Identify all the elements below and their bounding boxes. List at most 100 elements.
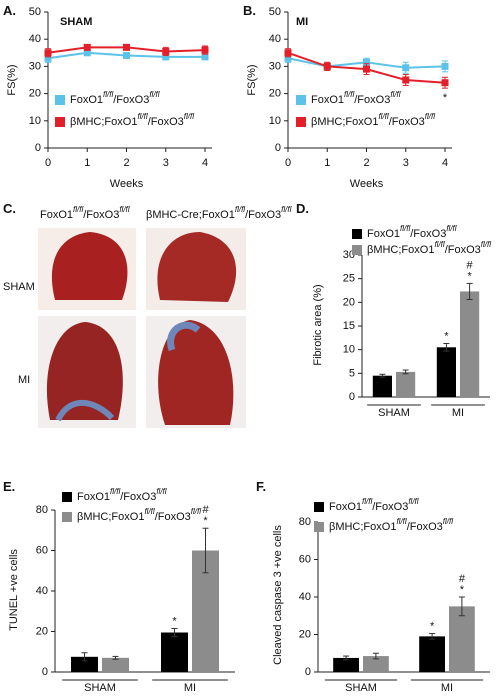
- point: [402, 64, 410, 72]
- annotation: *: [460, 584, 465, 596]
- scar-region: [55, 399, 115, 422]
- x-tick-label: 1: [84, 157, 90, 169]
- y-axis-label: FS(%): [6, 64, 18, 95]
- x-tick-label: SHAM: [84, 682, 116, 694]
- y-tick-label: 80: [36, 504, 48, 516]
- scar-region: [167, 321, 201, 352]
- y-tick-label: 60: [36, 544, 48, 556]
- legend-swatch: [352, 245, 362, 255]
- y-tick-label: 30: [29, 60, 41, 72]
- legend-label: FoxO1fl/fl/FoxO3fl/fl: [329, 497, 419, 513]
- x-tick-label: MI: [184, 682, 196, 694]
- y-tick-label: 20: [36, 625, 48, 637]
- point: [123, 52, 130, 60]
- y-tick-label: 30: [269, 60, 281, 72]
- y-tick-label: 80: [299, 516, 311, 528]
- annotation: *: [443, 92, 448, 104]
- x-tick-label: 2: [123, 157, 129, 169]
- x-axis-label: Weeks: [350, 178, 384, 190]
- x-tick-label: SHAM: [345, 682, 377, 694]
- y-tick-label: 15: [343, 320, 355, 332]
- annotation: #: [202, 504, 209, 516]
- point: [162, 47, 170, 55]
- point: [162, 53, 170, 61]
- point: [402, 76, 410, 84]
- panel-label: C.: [3, 201, 16, 216]
- y-tick-label: 60: [299, 553, 311, 565]
- legend-label: FoxO1fl/fl/FoxO3fl/fl: [70, 90, 160, 106]
- heart-section: [157, 232, 237, 302]
- y-tick-label: 5: [349, 367, 355, 379]
- y-tick-label: 20: [299, 628, 311, 640]
- bar: [102, 657, 129, 672]
- bar: [436, 347, 456, 397]
- legend-label: βMHC;FoxO1fl/fl/FoxO3fl/fl: [329, 517, 453, 533]
- point: [363, 58, 370, 66]
- x-tick-label: 0: [285, 157, 291, 169]
- y-tick-label: 30: [343, 249, 355, 261]
- heart-section: [158, 320, 234, 425]
- point: [83, 43, 91, 51]
- y-tick-label: 20: [29, 88, 41, 100]
- y-tick-label: 10: [29, 115, 41, 127]
- point: [201, 46, 209, 54]
- bar: [161, 632, 188, 672]
- legend-swatch: [314, 522, 324, 532]
- legend-swatch: [62, 492, 72, 502]
- legend-swatch: [296, 95, 306, 105]
- bar: [460, 291, 480, 397]
- y-tick-label: 0: [305, 666, 311, 678]
- bar: [449, 606, 475, 672]
- legend-swatch: [55, 117, 65, 127]
- annotation: *: [444, 330, 449, 342]
- y-axis-label: TUNEL +ve cells: [8, 549, 20, 631]
- y-tick-label: 50: [29, 6, 41, 18]
- point: [441, 62, 449, 70]
- legend-label: FoxO1fl/fl/FoxO3fl/fl: [311, 90, 401, 106]
- annotation: #: [467, 259, 474, 271]
- x-tick-label: 0: [45, 157, 51, 169]
- chart-title: MI: [296, 16, 308, 28]
- row-label: SHAM: [3, 281, 35, 293]
- x-tick-label: SHAM: [378, 407, 410, 419]
- legend-label: βMHC;FoxO1fl/fl/FoxO3fl/fl: [70, 112, 194, 128]
- annotation: #: [459, 573, 466, 585]
- y-tick-label: 40: [299, 591, 311, 603]
- legend-swatch: [352, 229, 362, 239]
- y-tick-label: 0: [349, 391, 355, 403]
- x-tick-label: 1: [324, 157, 330, 169]
- legend-swatch: [314, 502, 324, 512]
- annotation: *: [172, 615, 177, 627]
- x-tick-label: 4: [442, 157, 448, 169]
- point: [441, 79, 449, 87]
- y-tick-label: 50: [269, 6, 281, 18]
- y-axis-label: FS(%): [246, 64, 258, 95]
- column-header: FoxO1fl/fl/FoxO3fl/fl: [40, 205, 130, 221]
- y-tick-label: 10: [343, 344, 355, 356]
- x-tick-label: MI: [452, 407, 464, 419]
- legend-swatch: [62, 512, 72, 522]
- y-tick-label: 0: [35, 142, 41, 154]
- row-label: MI: [18, 374, 30, 386]
- x-tick-label: 3: [163, 157, 169, 169]
- bar: [372, 375, 392, 397]
- panel-label: D.: [296, 201, 309, 216]
- panel-label: B.: [243, 3, 256, 18]
- bar: [419, 636, 445, 672]
- y-tick-label: 40: [36, 585, 48, 597]
- x-tick-label: MI: [441, 682, 453, 694]
- x-tick-label: 4: [202, 157, 208, 169]
- legend-label: βMHC;FoxO1fl/fl/FoxO3fl/fl: [311, 112, 435, 128]
- y-tick-label: 0: [275, 142, 281, 154]
- point: [284, 49, 292, 57]
- legend-label: FoxO1fl/fl/FoxO3fl/fl: [367, 224, 457, 240]
- point: [201, 53, 209, 61]
- legend-label: βMHC;FoxO1fl/fl/FoxO3fl/fl: [77, 507, 201, 523]
- point: [123, 43, 130, 51]
- bar: [333, 657, 359, 672]
- chart-title: SHAM: [60, 16, 92, 28]
- x-tick-label: 2: [363, 157, 369, 169]
- bar: [396, 371, 416, 397]
- heart-section: [46, 322, 123, 420]
